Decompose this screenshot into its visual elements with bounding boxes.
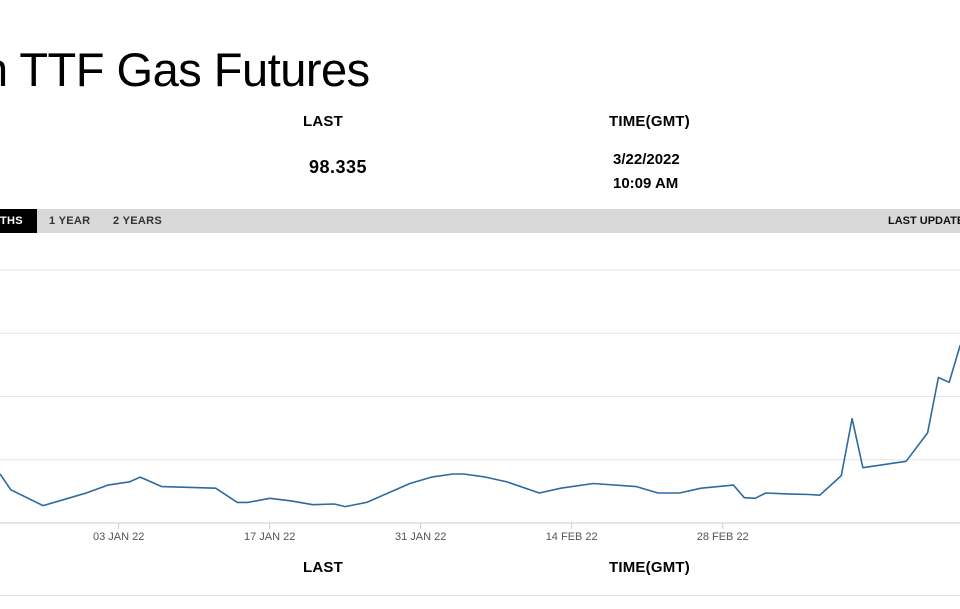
x-tick-label: 14 FEB 22 xyxy=(546,531,598,543)
price-line-chart: 03 JAN 22 17 JAN 22 31 JAN 22 14 FEB 22 28 F… xyxy=(0,269,960,543)
page-title: n TTF Gas Futures xyxy=(0,43,370,96)
last-label: LAST xyxy=(303,113,343,130)
x-tick-label: 03 JAN 22 xyxy=(93,531,144,543)
footer-time-label: TIME(GMT) xyxy=(609,559,690,576)
time-date: 3/22/2022 xyxy=(613,151,680,168)
footer-last-label: LAST xyxy=(303,559,343,576)
tab-1-year[interactable]: 1 YEAR xyxy=(49,215,91,227)
tab-2-years[interactable]: 2 YEARS xyxy=(113,215,162,227)
x-tick-label: 17 JAN 22 xyxy=(244,531,295,543)
tab-range-months[interactable]: THS xyxy=(0,209,37,233)
range-tab-bar: THS 1 YEAR 2 YEARS LAST UPDATE xyxy=(0,209,960,233)
x-tick-label: 31 JAN 22 xyxy=(395,531,446,543)
x-tick-label: 28 FEB 22 xyxy=(697,531,749,543)
series-line xyxy=(0,344,960,508)
time-clock: 10:09 AM xyxy=(613,175,679,192)
bottom-divider xyxy=(0,595,960,596)
last-updated-label: LAST UPDATE xyxy=(888,215,960,227)
time-label: TIME(GMT) xyxy=(609,113,690,130)
last-value: 98.335 xyxy=(309,157,368,177)
